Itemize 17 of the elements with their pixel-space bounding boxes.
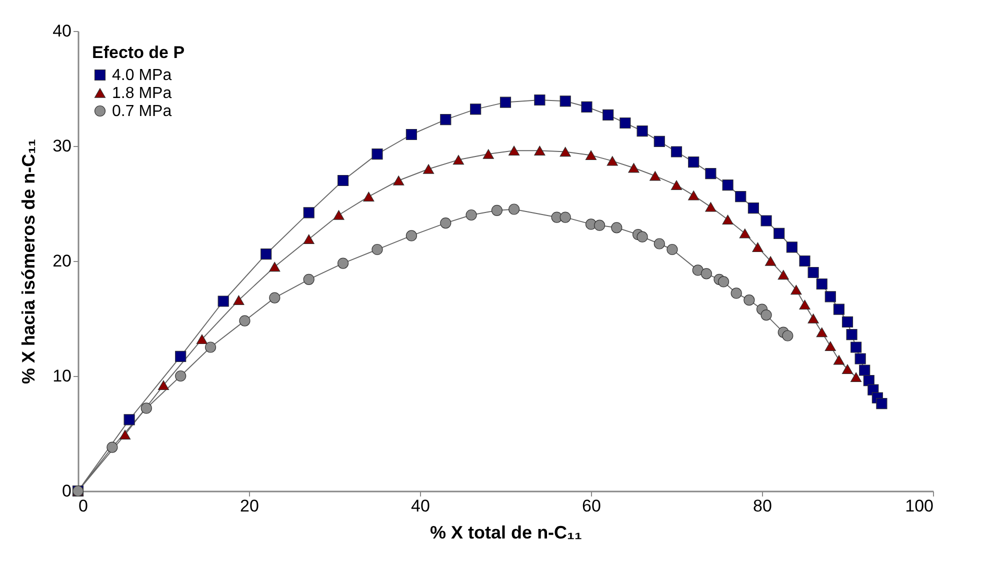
x-tick-label: 80: [753, 496, 772, 516]
x-tick-label: 100: [905, 496, 934, 516]
y-tick-label: 0: [62, 482, 72, 500]
x-tick-label: 40: [411, 496, 430, 516]
y-tick-label: 10: [52, 366, 72, 386]
y-tick-label: 40: [52, 22, 72, 40]
x-axis-title: % X total de n-C₁₁: [430, 522, 582, 542]
x-tick-label: 0: [78, 496, 88, 516]
y-tick-label: 20: [52, 252, 72, 270]
legend-title: Efecto de P: [92, 43, 185, 62]
x-tick-label: 60: [582, 496, 601, 516]
x-tick-label: 20: [240, 496, 259, 516]
y-axis-title: % X hacia isómeros de n-C₁₁: [18, 139, 39, 384]
legend-label: 1.8 MPa: [112, 85, 172, 102]
legend-label: 4.0 MPa: [112, 67, 172, 84]
legend-label: 0.7 MPa: [112, 103, 172, 120]
y-tick-label: 30: [52, 136, 72, 156]
